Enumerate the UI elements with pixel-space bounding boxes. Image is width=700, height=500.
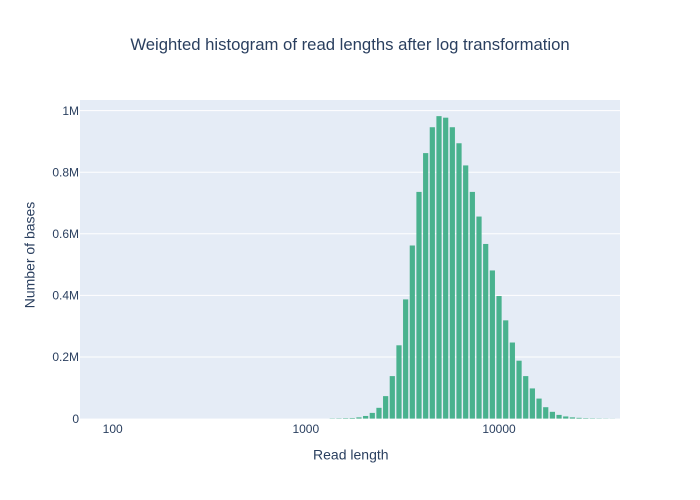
svg-text:0.2M: 0.2M	[52, 350, 79, 364]
svg-text:0: 0	[72, 412, 79, 426]
svg-text:100: 100	[103, 422, 123, 436]
svg-text:Weighted histogram of read len: Weighted histogram of read lengths after…	[130, 35, 569, 54]
svg-text:1M: 1M	[62, 104, 79, 118]
svg-text:Read length: Read length	[313, 447, 389, 463]
svg-text:0.4M: 0.4M	[52, 289, 79, 303]
svg-text:0.6M: 0.6M	[52, 227, 79, 241]
svg-text:1000: 1000	[292, 422, 319, 436]
svg-text:Number of bases: Number of bases	[22, 202, 38, 309]
svg-text:0.8M: 0.8M	[52, 165, 79, 179]
svg-text:10000: 10000	[482, 422, 516, 436]
